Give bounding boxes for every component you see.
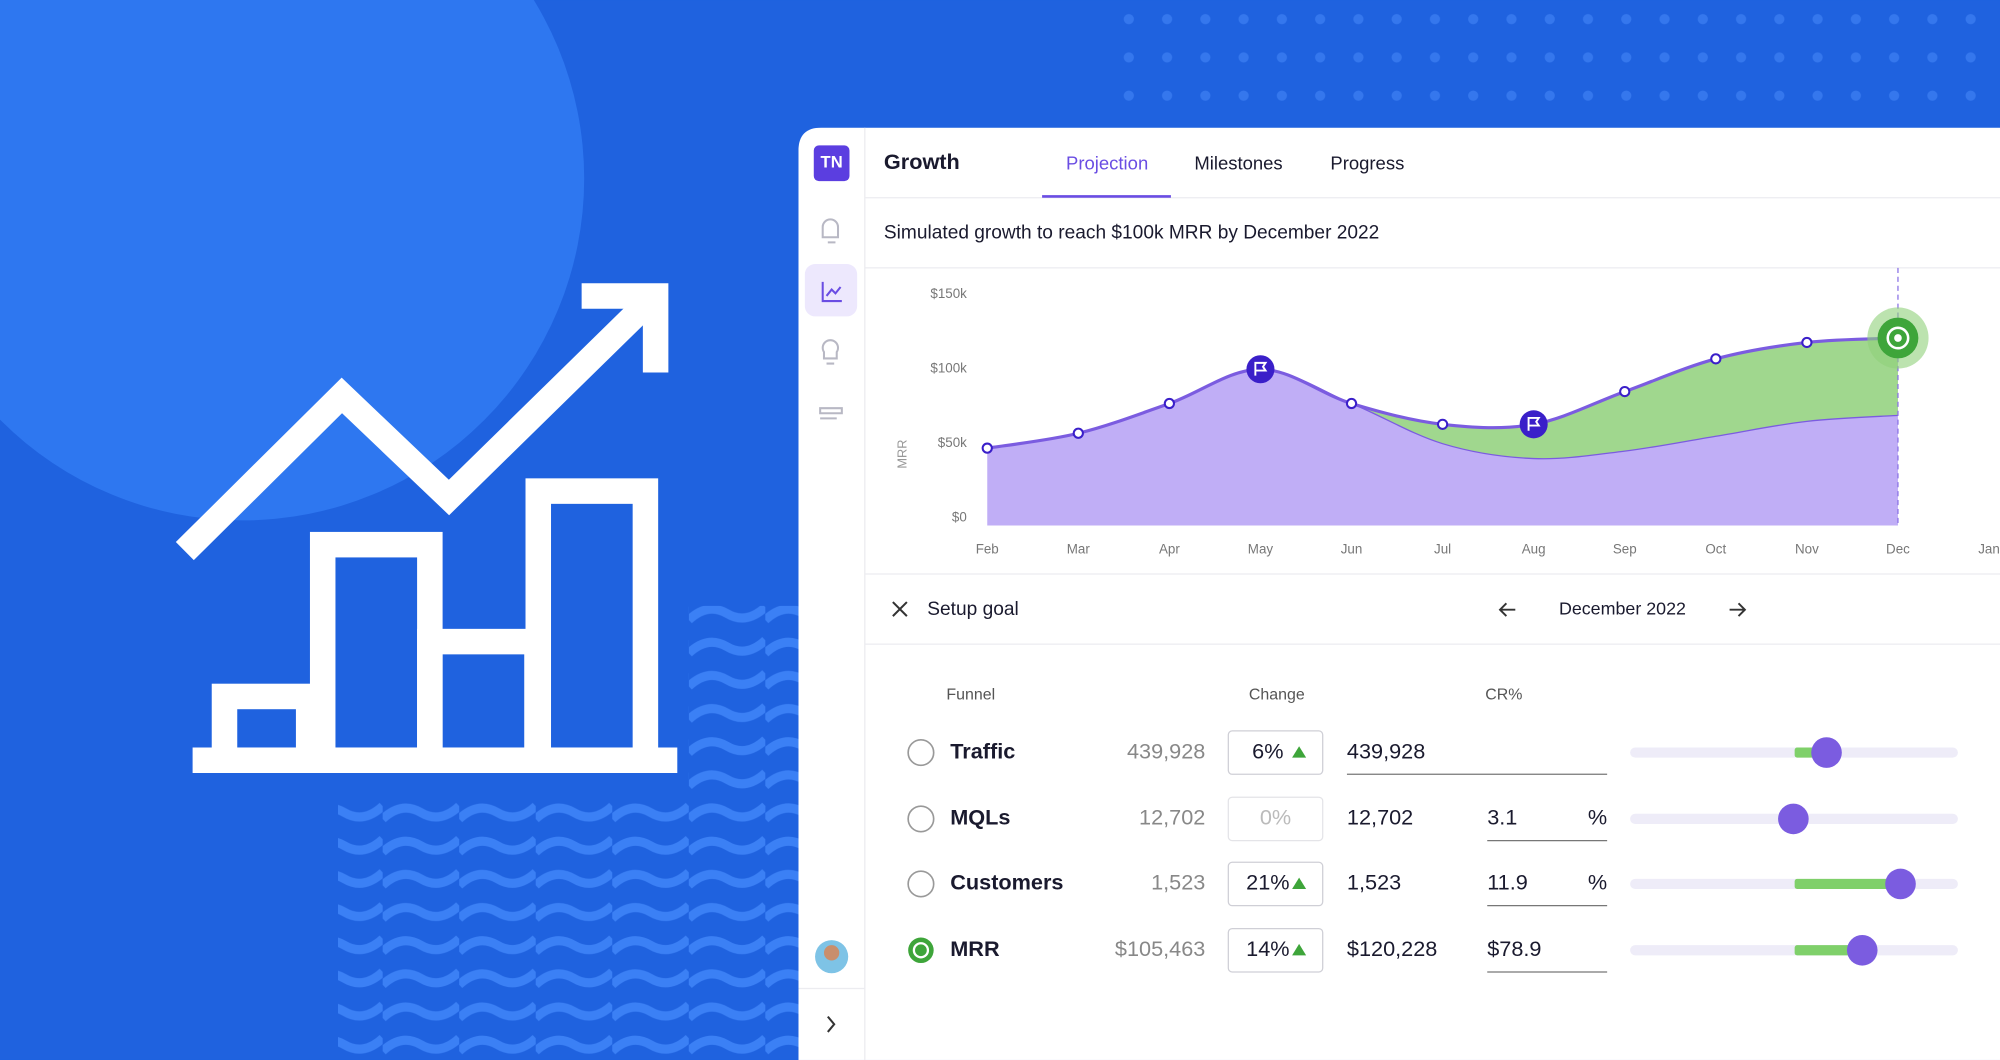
x-tick-label: Jun [1341,541,1363,556]
current-value: 439,928 [1127,738,1205,763]
cr-value[interactable]: 11.9 [1487,870,1528,895]
slider-knob[interactable] [1885,868,1916,900]
tab[interactable]: Progress [1330,152,1404,173]
y-tick-label: $100k [930,361,967,376]
growth-icon [175,283,678,773]
radio[interactable] [907,805,935,833]
radio-ring [912,942,930,959]
projected-value: 1,523 [1347,870,1401,895]
change-input[interactable] [1227,796,1324,842]
slider-track [1630,945,1958,956]
data-point [1710,353,1722,365]
prev-arrow[interactable] [1498,602,1516,617]
current-value: $105,463 [1115,936,1205,961]
change-input[interactable] [1227,927,1324,973]
up-arrow [1292,877,1307,890]
x-tick-label: May [1248,541,1274,556]
tab[interactable]: Projection [1066,152,1148,173]
data-point [1072,427,1084,439]
x-tick-label: Mar [1067,541,1091,556]
x-tick-label: Jan [1978,541,2000,556]
data-point [1163,397,1176,410]
y-axis-label: MRR [894,440,909,469]
app-title: Growth [884,149,960,174]
projected-value: $120,228 [1347,936,1437,961]
y-tick-label: $150k [930,286,967,301]
slider-fill [1794,945,1863,956]
change-value: 21% [1246,870,1289,895]
projected-value: 439,928 [1347,738,1425,763]
bg-waves [688,605,804,810]
radio-selected[interactable] [908,937,934,964]
subtitle: Simulated growth to reach $100k MRR by D… [884,222,1379,243]
logo-text: TN [821,153,843,172]
cr-unit: % [1588,805,1607,830]
logo[interactable] [813,145,850,182]
projected-value: 12,702 [1347,805,1413,830]
funnel-name: Traffic [950,738,1015,763]
column-header: CR% [1485,686,1522,703]
x-tick-label: Oct [1705,541,1726,556]
change-input[interactable] [1227,861,1324,907]
data-point [1619,385,1631,398]
radio[interactable] [907,738,935,767]
bg-dots [1096,0,1978,128]
baseline-area [987,369,1898,526]
change-input[interactable] [1227,730,1324,775]
cr-value[interactable]: 3.1 [1487,805,1517,830]
goal-title: Setup goal [927,599,1018,620]
y-tick-label: $0 [952,509,967,524]
x-tick-label: Nov [1795,541,1819,556]
sidebar-icons[interactable] [804,218,858,1033]
slider-fill [1794,878,1901,890]
cr-unit: % [1588,870,1607,895]
slider-knob[interactable] [1778,803,1809,835]
milestone-flag[interactable] [1519,410,1548,439]
funnel-name: MRR [950,936,1000,961]
funnel-name: MQLs [950,805,1010,830]
current-value: 12,702 [1139,805,1205,830]
slider-knob[interactable] [1811,737,1842,768]
flag-icon [1527,416,1541,431]
milestone-flag[interactable] [1246,355,1275,384]
slider-knob[interactable] [1846,934,1878,966]
up-arrow [1292,746,1307,758]
bg-circle [0,0,585,521]
cr-value[interactable]: $78.9 [1487,936,1541,961]
x-tick-label: Jul [1434,541,1451,556]
period: December 2022 [1559,598,1686,618]
goal-target-ring [1886,326,1910,350]
app-panel [798,127,2000,1060]
current-value: 1,523 [1151,870,1205,895]
close-icon[interactable] [892,601,908,617]
column-header: Change [1249,686,1305,703]
slider-track [1630,747,1958,758]
x-tick-label: Sep [1613,541,1637,556]
column-header: Funnel [946,686,995,703]
tab[interactable]: Milestones [1194,152,1282,173]
up-arrow [1292,943,1307,956]
x-tick-label: Feb [976,541,999,556]
data-point [1801,336,1813,349]
change-value: 14% [1246,936,1289,961]
x-tick-label: Apr [1159,541,1180,556]
bg-waves [338,797,804,1060]
goal-target-dot [1894,334,1902,342]
next-arrow[interactable] [1729,602,1747,617]
change-value: 6% [1252,738,1283,763]
x-tick-label: Dec [1886,541,1910,556]
y-tick-label: $50k [938,435,967,450]
funnel-name: Customers [950,870,1063,895]
projection-area [987,338,1898,459]
change-value: 0% [1260,805,1291,830]
data-point [1436,418,1449,430]
flag-icon [1254,361,1268,376]
data-point [981,442,993,454]
radio[interactable] [907,870,935,898]
data-point [1345,397,1358,410]
avatar-face [823,945,840,961]
x-tick-label: Aug [1522,541,1546,556]
